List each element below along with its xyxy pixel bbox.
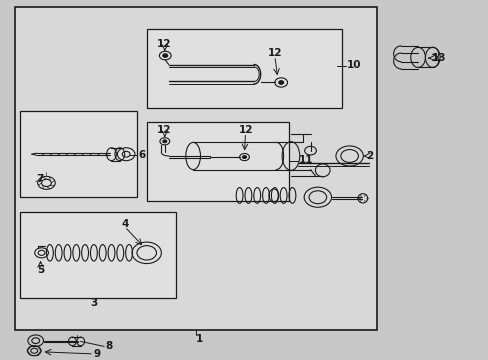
Text: 11: 11 bbox=[299, 154, 313, 165]
Text: 2: 2 bbox=[365, 151, 372, 161]
Text: 10: 10 bbox=[346, 60, 361, 70]
Text: 12: 12 bbox=[156, 125, 171, 135]
Text: 7: 7 bbox=[37, 174, 44, 184]
Text: 1: 1 bbox=[195, 334, 203, 344]
Text: 4: 4 bbox=[121, 219, 128, 229]
Bar bbox=[20, 212, 176, 298]
Bar bbox=[146, 122, 288, 201]
Text: 9: 9 bbox=[94, 349, 101, 359]
Text: 5: 5 bbox=[37, 265, 44, 275]
Bar bbox=[15, 7, 376, 330]
Text: 13: 13 bbox=[431, 53, 446, 63]
Text: 12: 12 bbox=[156, 39, 171, 49]
Circle shape bbox=[163, 54, 167, 57]
Bar bbox=[20, 111, 137, 197]
Circle shape bbox=[163, 140, 166, 143]
Text: 3: 3 bbox=[90, 298, 98, 308]
Text: 8: 8 bbox=[105, 341, 112, 351]
Text: 12: 12 bbox=[267, 48, 282, 58]
Circle shape bbox=[278, 81, 283, 84]
Circle shape bbox=[242, 156, 246, 158]
Text: 6: 6 bbox=[138, 150, 145, 160]
Bar bbox=[146, 29, 342, 108]
Text: 12: 12 bbox=[238, 125, 253, 135]
